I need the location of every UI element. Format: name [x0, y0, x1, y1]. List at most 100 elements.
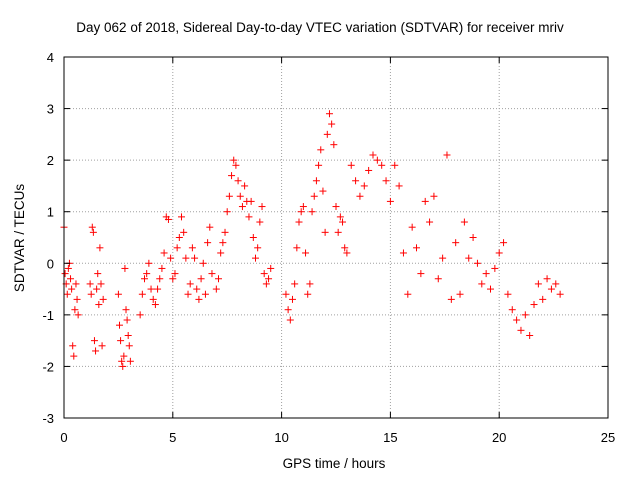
- data-point: [395, 182, 403, 190]
- data-point: [413, 244, 421, 252]
- data-point: [208, 270, 216, 278]
- data-point: [241, 182, 249, 190]
- data-point: [469, 234, 477, 241]
- data-point: [69, 342, 77, 350]
- data-point: [552, 280, 560, 288]
- data-point: [167, 254, 175, 262]
- data-point: [500, 239, 508, 247]
- data-point: [421, 197, 429, 205]
- data-point: [97, 280, 105, 288]
- data-point: [508, 306, 516, 314]
- data-point: [120, 352, 128, 360]
- data-point: [399, 249, 407, 257]
- x-tick-label: 10: [274, 430, 288, 445]
- data-point: [265, 275, 273, 283]
- data-point: [151, 301, 159, 309]
- data-point: [154, 285, 162, 293]
- data-point: [125, 342, 133, 350]
- data-point: [486, 285, 494, 293]
- data-point: [92, 347, 100, 355]
- data-point: [191, 254, 199, 262]
- data-point: [217, 249, 225, 257]
- data-point: [386, 197, 394, 205]
- data-point: [302, 249, 310, 257]
- data-point: [136, 311, 144, 319]
- data-point: [251, 254, 259, 262]
- data-point: [122, 306, 130, 314]
- data-point: [149, 295, 157, 303]
- data-point: [98, 342, 106, 350]
- data-point: [206, 223, 214, 231]
- data-point: [188, 244, 196, 252]
- data-point: [447, 295, 455, 303]
- data-point: [141, 275, 149, 283]
- data-point: [245, 213, 253, 221]
- y-tick-label: -1: [42, 308, 54, 323]
- data-point: [145, 259, 153, 267]
- data-point: [236, 192, 244, 200]
- y-tick-label: -2: [42, 359, 54, 374]
- data-point: [212, 285, 220, 293]
- data-point: [86, 280, 94, 288]
- data-point: [90, 337, 98, 345]
- y-tick-label: 2: [47, 153, 54, 168]
- data-point: [123, 316, 131, 324]
- data-point: [197, 275, 205, 283]
- y-tick-label: 0: [47, 256, 54, 271]
- data-point: [256, 218, 264, 226]
- data-point: [317, 146, 325, 154]
- data-point: [234, 177, 242, 185]
- data-point: [193, 285, 201, 293]
- data-point: [267, 264, 275, 272]
- data-point: [460, 218, 468, 226]
- data-point: [295, 218, 303, 226]
- data-point: [306, 280, 314, 288]
- data-point: [504, 290, 512, 298]
- data-point: [365, 166, 373, 174]
- data-point: [452, 239, 460, 247]
- data-point: [343, 249, 351, 257]
- data-point: [334, 228, 342, 236]
- data-point: [199, 259, 207, 267]
- data-point: [260, 270, 268, 278]
- data-point: [360, 182, 368, 190]
- data-point: [408, 223, 416, 231]
- data-point: [61, 270, 69, 278]
- data-point: [308, 208, 316, 216]
- data-point: [304, 290, 312, 298]
- plot-frame: [63, 56, 609, 419]
- data-point: [115, 321, 123, 329]
- grid-lines: [64, 57, 608, 418]
- data-point: [138, 290, 146, 298]
- data-point: [332, 203, 340, 211]
- data-point: [526, 331, 534, 339]
- data-point: [443, 151, 451, 159]
- y-tick-label: -3: [42, 411, 54, 426]
- data-point: [171, 270, 179, 278]
- y-axis-label: SDTVAR / TECUs: [12, 183, 27, 293]
- data-point: [310, 192, 318, 200]
- data-point: [491, 264, 499, 272]
- data-point: [430, 192, 438, 200]
- data-point: [543, 275, 551, 283]
- data-point: [124, 331, 132, 339]
- data-point: [339, 218, 347, 226]
- data-point: [223, 208, 231, 216]
- data-point: [556, 290, 564, 298]
- data-point: [254, 244, 262, 252]
- axis-ticks: 0 5 10 15 20 25 -3 -2 -1 0 1 2 3 4: [42, 50, 615, 445]
- data-point: [118, 357, 126, 365]
- data-point: [184, 290, 192, 298]
- data-point: [68, 285, 76, 293]
- y-tick-label: 3: [47, 102, 54, 117]
- data-point: [160, 249, 168, 257]
- data-point: [530, 301, 538, 309]
- data-point: [95, 301, 103, 309]
- data-point: [232, 161, 240, 169]
- data-point: [534, 280, 542, 288]
- data-point: [513, 316, 521, 324]
- data-point: [143, 270, 151, 278]
- data-point: [299, 203, 307, 211]
- data-point: [70, 352, 78, 360]
